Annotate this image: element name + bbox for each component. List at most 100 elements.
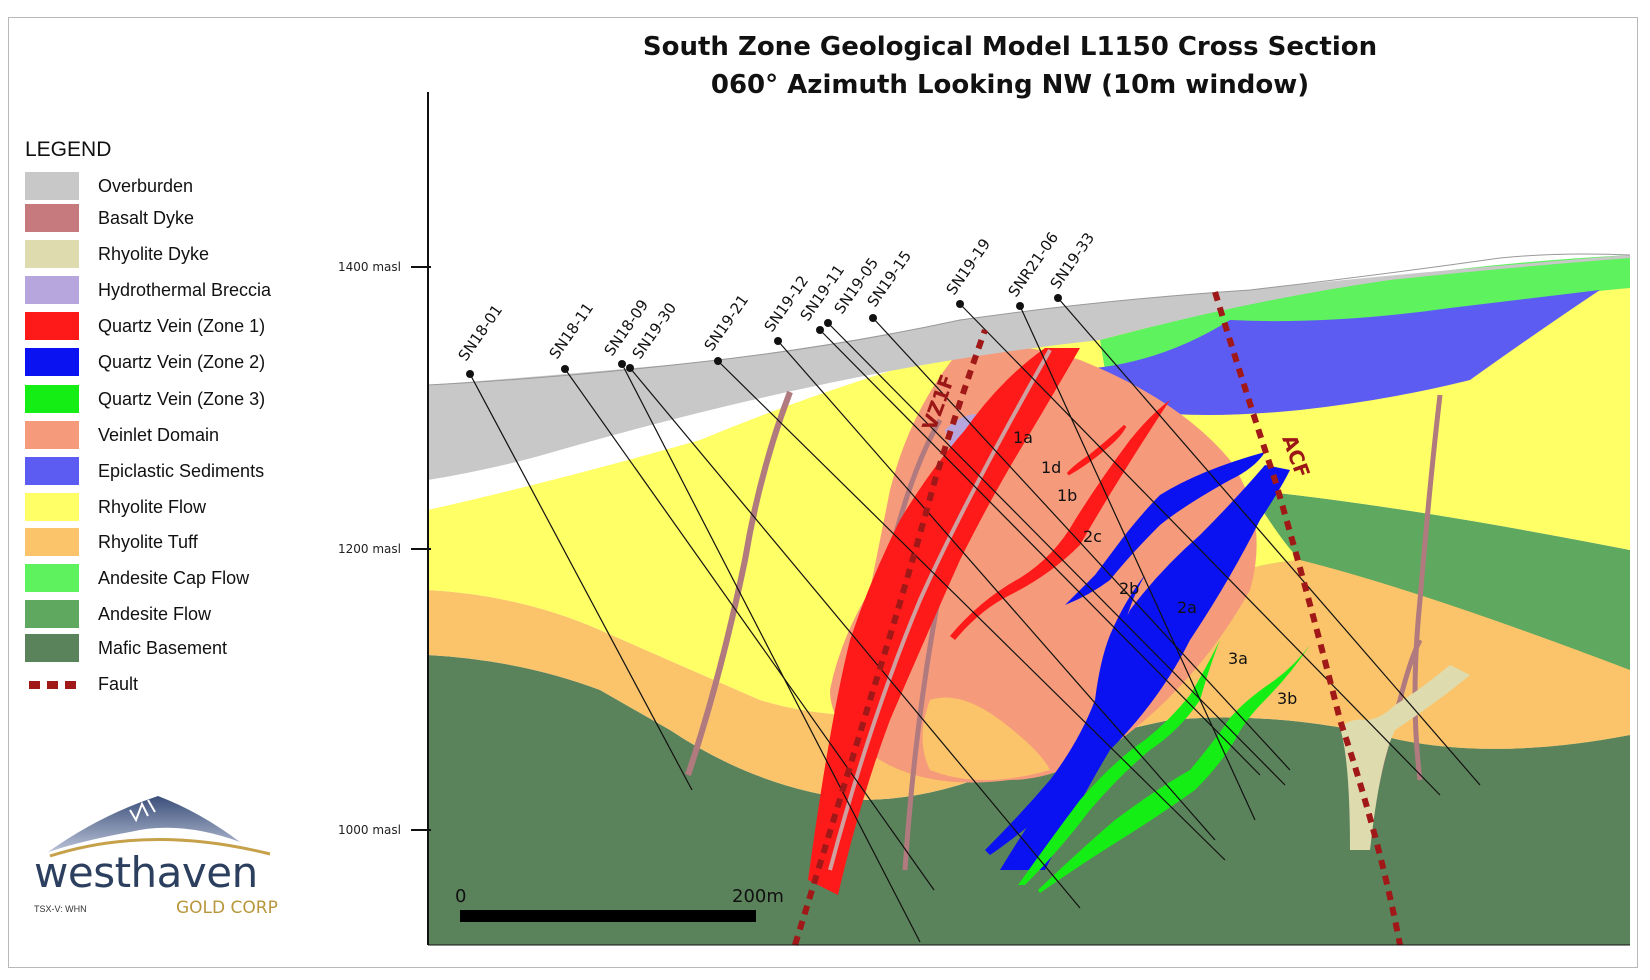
drillhole-trace-sn18-01 [469, 373, 693, 791]
quartz-vein-zone-1d [1066, 424, 1127, 476]
drillhole-trace-sn19-15 [872, 317, 1291, 771]
legend-item-overburden: Overburden [25, 172, 325, 202]
legend-label: Rhyolite Tuff [98, 532, 198, 552]
legend-label: Quartz Vein (Zone 3) [98, 389, 266, 409]
legend-item-quartz-vein-zone-1: Quartz Vein (Zone 1) [25, 312, 325, 342]
legend-label: Fault [98, 674, 139, 694]
legend-swatch [25, 204, 79, 232]
legend-item-andesite-flow: Andesite Flow [25, 600, 325, 630]
collar-sn19-33 [1054, 294, 1062, 302]
collar-sn19-12 [774, 337, 782, 345]
legend-label: Rhyolite Flow [98, 497, 207, 517]
collar-sn19-11 [816, 326, 824, 334]
legend-title: LEGEND [25, 138, 112, 161]
logo-wordmark: westhaven [34, 848, 258, 897]
title-line-2: 060° Azimuth Looking NW (10m window) [710, 70, 1310, 100]
legend-label: Quartz Vein (Zone 2) [98, 352, 266, 372]
zone-label-2c: 2c [1083, 527, 1102, 546]
drillhole-trace-snr21-06 [1019, 305, 1256, 821]
drillhole-trace-sn18-09 [621, 363, 921, 943]
basalt-dyke [1412, 394, 1443, 781]
drillhole-label-snr21-06: SNR21-06 [1005, 229, 1063, 301]
legend-swatch [25, 493, 79, 521]
legend-label: Andesite Cap Flow [98, 568, 250, 588]
figure-title: South Zone Geological Model L1150 Cross … [560, 28, 1460, 104]
quartz-vein-zone-3a [1018, 640, 1220, 885]
mountain-logo-icon [48, 796, 271, 858]
legend-swatch [25, 600, 79, 628]
legend-swatch [25, 564, 79, 592]
legend-swatch [25, 421, 79, 449]
collar-sn19-19 [956, 300, 964, 308]
quartz-vein-zone-3b [1038, 645, 1310, 893]
legend-item-basalt-dyke: Basalt Dyke [25, 204, 325, 234]
drillhole-collars [466, 294, 1062, 378]
legend-label: Basalt Dyke [98, 208, 195, 228]
drillhole-trace-sn19-33 [1057, 297, 1481, 786]
zone-label-2a: 2a [1177, 598, 1197, 617]
legend-label: Hydrothermal Breccia [98, 280, 272, 300]
legend-label: Mafic Basement [98, 638, 228, 658]
drillhole-trace-sn19-19 [959, 303, 1441, 796]
legend-swatch [25, 634, 79, 662]
zone-label-3a: 3a [1228, 649, 1248, 668]
drillhole-trace-sn19-11 [819, 329, 1261, 776]
drillhole-label-sn19-19: SN19-19 [943, 235, 995, 298]
drillhole-traces [469, 297, 1481, 943]
legend-item-rhyolite-flow: Rhyolite Flow [25, 493, 325, 523]
quartz-vein-zone-2c [1065, 452, 1265, 605]
legend-item-rhyolite-dyke: Rhyolite Dyke [25, 240, 325, 270]
legend-swatch [25, 348, 79, 376]
legend-swatch [25, 172, 79, 200]
collar-sn18-11 [561, 365, 569, 373]
legend-label: Veinlet Domain [98, 425, 220, 445]
drillhole-label-sn18-01: SN18-01 [455, 301, 507, 364]
scale-label-end: 200m [732, 886, 784, 907]
inner-tuff [922, 697, 1050, 780]
drillhole-trace-sn19-12 [777, 340, 1216, 841]
legend-label: Rhyolite Dyke [98, 244, 210, 264]
scale-bar [460, 910, 756, 922]
company-logo: westhaven TSX-V: WHN GOLD CORP [30, 790, 290, 925]
legend-item-rhyolite-tuff: Rhyolite Tuff [25, 528, 325, 558]
drillhole-trace-sn19-21 [717, 360, 1226, 861]
collar-sn19-05 [824, 319, 832, 327]
legend-label: Andesite Flow [98, 604, 212, 624]
legend-swatch [25, 385, 79, 413]
overburden-top [427, 253, 1631, 386]
vein-stripe [828, 349, 1052, 871]
legend-item-fault: Fault [25, 670, 325, 700]
logo-ticker: TSX-V: WHN [34, 904, 87, 914]
collar-sn19-15 [869, 314, 877, 322]
collar-sn19-30 [626, 364, 634, 372]
overburden [428, 255, 1630, 480]
legend-item-hydrothermal-breccia: Hydrothermal Breccia [25, 276, 325, 306]
elevation-label-1200: 1200 masl [338, 542, 401, 556]
rhyolite-dyke [1340, 665, 1470, 850]
elevation-label-1400: 1400 masl [338, 260, 401, 274]
legend-label: Quartz Vein (Zone 1) [98, 316, 266, 336]
fault-acf [1212, 291, 1403, 946]
legend-item-veinlet-domain: Veinlet Domain [25, 421, 325, 451]
legend-item-quartz-vein-zone-3: Quartz Vein (Zone 3) [25, 385, 325, 415]
drillhole-trace-sn19-30 [629, 367, 1081, 909]
basalt-dyke [685, 390, 793, 776]
legend-label: Epiclastic Sediments [98, 461, 265, 481]
zone-label-1a: 1a [1013, 428, 1033, 447]
drillhole-trace-sn19-05 [827, 322, 1286, 786]
elevation-label-1000: 1000 masl [338, 823, 401, 837]
collar-sn18-01 [466, 370, 474, 378]
collar-sn18-09 [618, 360, 626, 368]
drillhole-label-sn19-21: SN19-21 [701, 291, 753, 354]
zone-label-1d: 1d [1041, 458, 1061, 477]
zone-label-1b: 1b [1057, 486, 1077, 505]
quartz-vein-zone-1b [950, 400, 1170, 640]
legend-swatch [25, 276, 79, 304]
title-line-1: South Zone Geological Model L1150 Cross … [642, 32, 1378, 62]
legend-swatch [25, 528, 79, 556]
legend-swatch [25, 312, 79, 340]
legend-swatch [25, 457, 79, 485]
fault-vz1f [792, 328, 988, 946]
collar-sn19-21 [714, 357, 722, 365]
legend-label: Overburden [98, 176, 194, 196]
